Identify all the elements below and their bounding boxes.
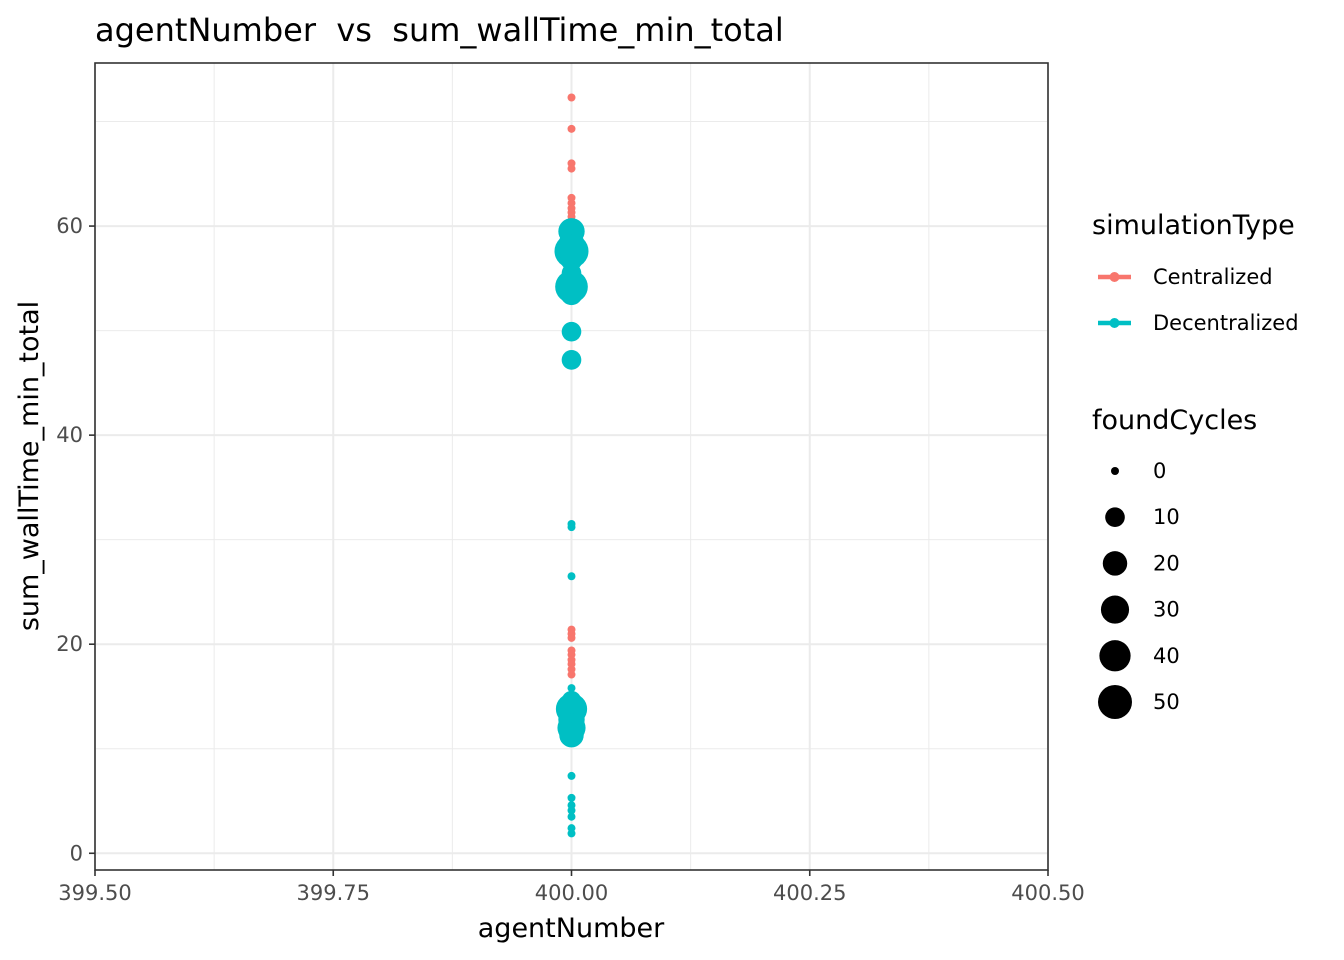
chart-title: agentNumber vs sum_wallTime_min_total	[95, 11, 784, 49]
legend-label: 50	[1153, 690, 1180, 714]
data-point-centralized	[567, 164, 576, 173]
x-tick-label: 399.75	[297, 881, 370, 905]
data-point-decentralized	[561, 350, 582, 370]
legend-size-title: foundCycles	[1092, 405, 1257, 436]
legend-label: 0	[1153, 459, 1166, 483]
x-tick-label: 399.50	[58, 881, 131, 905]
x-axis-title: agentNumber	[478, 913, 665, 944]
y-tick-label: 40	[56, 423, 83, 447]
legend-label: Centralized	[1153, 265, 1273, 289]
legend-label: 20	[1153, 551, 1180, 575]
legend-size-key	[1102, 551, 1128, 576]
legend-size-key	[1111, 467, 1119, 475]
data-point-decentralized	[559, 722, 584, 748]
legend-color-entries: Centralized Decentralized	[1098, 265, 1299, 335]
data-point-centralized	[567, 633, 576, 642]
y-tick-label: 60	[56, 214, 83, 238]
legend-size-key	[1100, 595, 1130, 624]
legend-size-key	[1105, 507, 1125, 528]
data-point-decentralized	[567, 523, 576, 532]
data-point-decentralized	[567, 684, 576, 693]
legend-label: 30	[1153, 598, 1180, 622]
x-axis: 399.50 399.75 400.00 400.25 400.50	[58, 870, 1085, 905]
plot-panel	[94, 62, 1049, 871]
legend-label: Decentralized	[1153, 311, 1299, 335]
y-tick-label: 0	[70, 841, 83, 865]
data-points	[554, 93, 589, 838]
legend-size-key	[1099, 640, 1131, 672]
legend-size-key	[1098, 685, 1132, 719]
legend-label: 40	[1153, 644, 1180, 668]
x-tick-label: 400.25	[773, 881, 846, 905]
data-point-decentralized	[567, 829, 576, 838]
data-point-decentralized	[567, 572, 576, 581]
legend-color-title: simulationType	[1092, 210, 1295, 241]
x-tick-label: 400.00	[535, 881, 608, 905]
x-tick-label: 400.50	[1011, 881, 1084, 905]
y-tick-label: 20	[56, 632, 83, 656]
data-point-decentralized	[567, 793, 576, 802]
data-point-centralized	[567, 670, 576, 679]
legend-size-entries: 0 10 20 30 40 50	[1098, 459, 1180, 719]
legend-label: 10	[1153, 505, 1180, 529]
y-axis: 0 20 40 60	[56, 214, 95, 865]
data-point-centralized	[567, 124, 576, 133]
data-point-decentralized	[567, 806, 576, 815]
y-axis-title: sum_wallTime_min_total	[14, 301, 45, 631]
legend-key-point	[1109, 272, 1120, 282]
data-point-centralized	[567, 93, 576, 102]
data-point-decentralized	[567, 771, 576, 780]
legend-key-point	[1109, 318, 1120, 328]
data-point-decentralized	[561, 321, 582, 342]
data-point-decentralized	[560, 282, 583, 306]
data-point-decentralized	[567, 812, 576, 821]
legend: simulationType CentralizedDecentralized …	[1092, 210, 1299, 719]
